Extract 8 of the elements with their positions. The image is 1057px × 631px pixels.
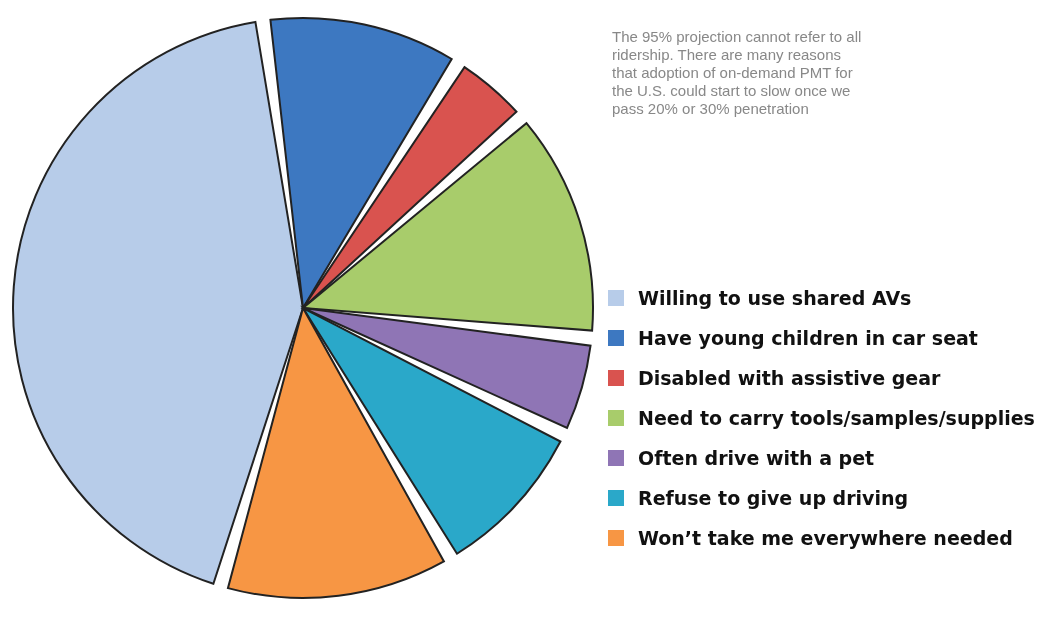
legend-label: Have young children in car seat bbox=[638, 326, 978, 351]
legend-label: Won’t take me everywhere needed bbox=[638, 526, 1013, 551]
text: The 95% projection cannot refer to all ridership. There are many reasons that adoption of on-demand PMT for the U.S. could start to slow once we pass 20% or 30% penetration bbox=[612, 28, 862, 118]
legend-label: Disabled with assistive gear bbox=[638, 366, 941, 391]
legend-label: Refuse to give up driving bbox=[638, 486, 909, 511]
legend-label: Willing to use shared AVs bbox=[638, 286, 912, 311]
legend-label: Need to carry tools/samples/supplies bbox=[638, 406, 1035, 431]
legend-label: Often drive with a pet bbox=[638, 446, 875, 471]
